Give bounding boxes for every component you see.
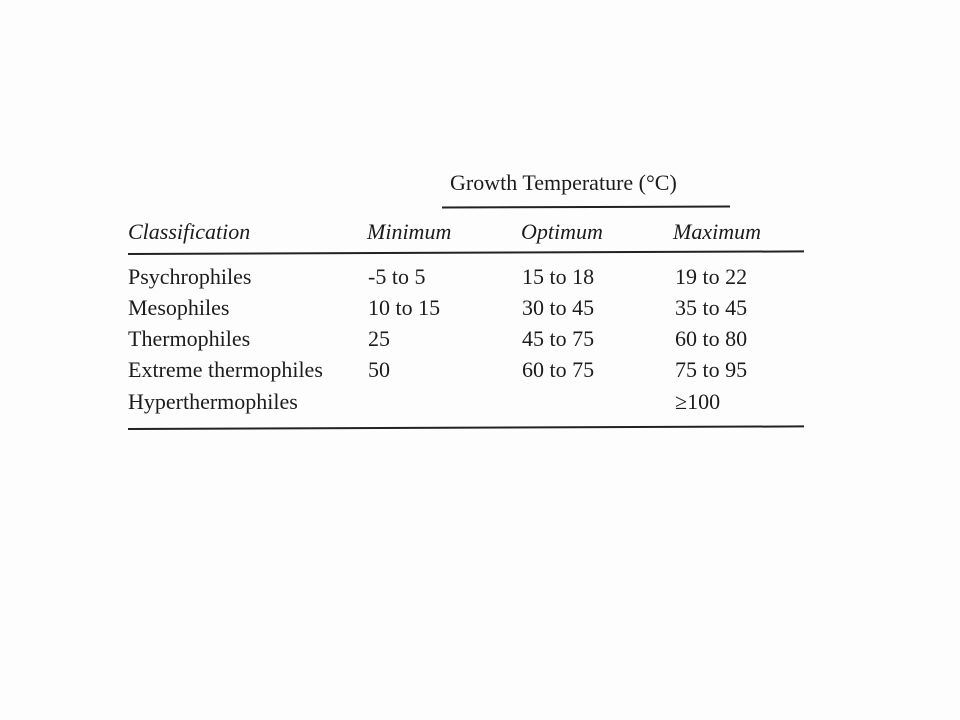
column-header-minimum: Minimum — [367, 219, 452, 244]
cell-minimum: 10 to 15 — [368, 295, 441, 320]
cell-classification: Hyperthermophiles — [128, 389, 298, 414]
cell-maximum: 60 to 80 — [675, 326, 748, 351]
cell-classification: Psychrophiles — [128, 264, 252, 289]
cell-maximum: 35 to 45 — [675, 295, 748, 320]
cell-optimum: 15 to 18 — [522, 264, 595, 289]
header-rule — [127, 250, 804, 255]
table-row: Hyperthermophiles ≥100 — [0, 389, 960, 421]
cell-minimum: 50 — [368, 357, 390, 382]
bottom-rule — [127, 425, 804, 430]
cell-maximum: 19 to 22 — [675, 264, 748, 289]
cell-maximum: ≥100 — [675, 389, 721, 414]
cell-minimum: -5 to 5 — [368, 264, 426, 289]
table-row: Thermophiles 25 45 to 75 60 to 80 — [0, 326, 960, 358]
column-header-maximum: Maximum — [673, 219, 761, 244]
cell-classification: Mesophiles — [128, 295, 230, 320]
growth-temperature-header: Growth Temperature (°C) — [450, 170, 677, 195]
cell-classification: Thermophiles — [128, 326, 251, 351]
cell-optimum: 45 to 75 — [522, 326, 595, 351]
table-row: Extreme thermophiles 50 60 to 75 75 to 9… — [0, 357, 960, 389]
cell-maximum: 75 to 95 — [675, 357, 748, 382]
column-header-optimum: Optimum — [521, 219, 603, 244]
cell-optimum: 30 to 45 — [522, 295, 595, 320]
cell-classification: Extreme thermophiles — [128, 357, 323, 382]
group-header-rule — [441, 205, 731, 209]
table-row: Psychrophiles -5 to 5 15 to 18 19 to 22 — [0, 264, 960, 296]
table-row: Mesophiles 10 to 15 30 to 45 35 to 45 — [0, 295, 960, 327]
cell-minimum: 25 — [368, 326, 390, 351]
column-header-classification: Classification — [128, 219, 251, 244]
cell-optimum: 60 to 75 — [522, 357, 595, 382]
